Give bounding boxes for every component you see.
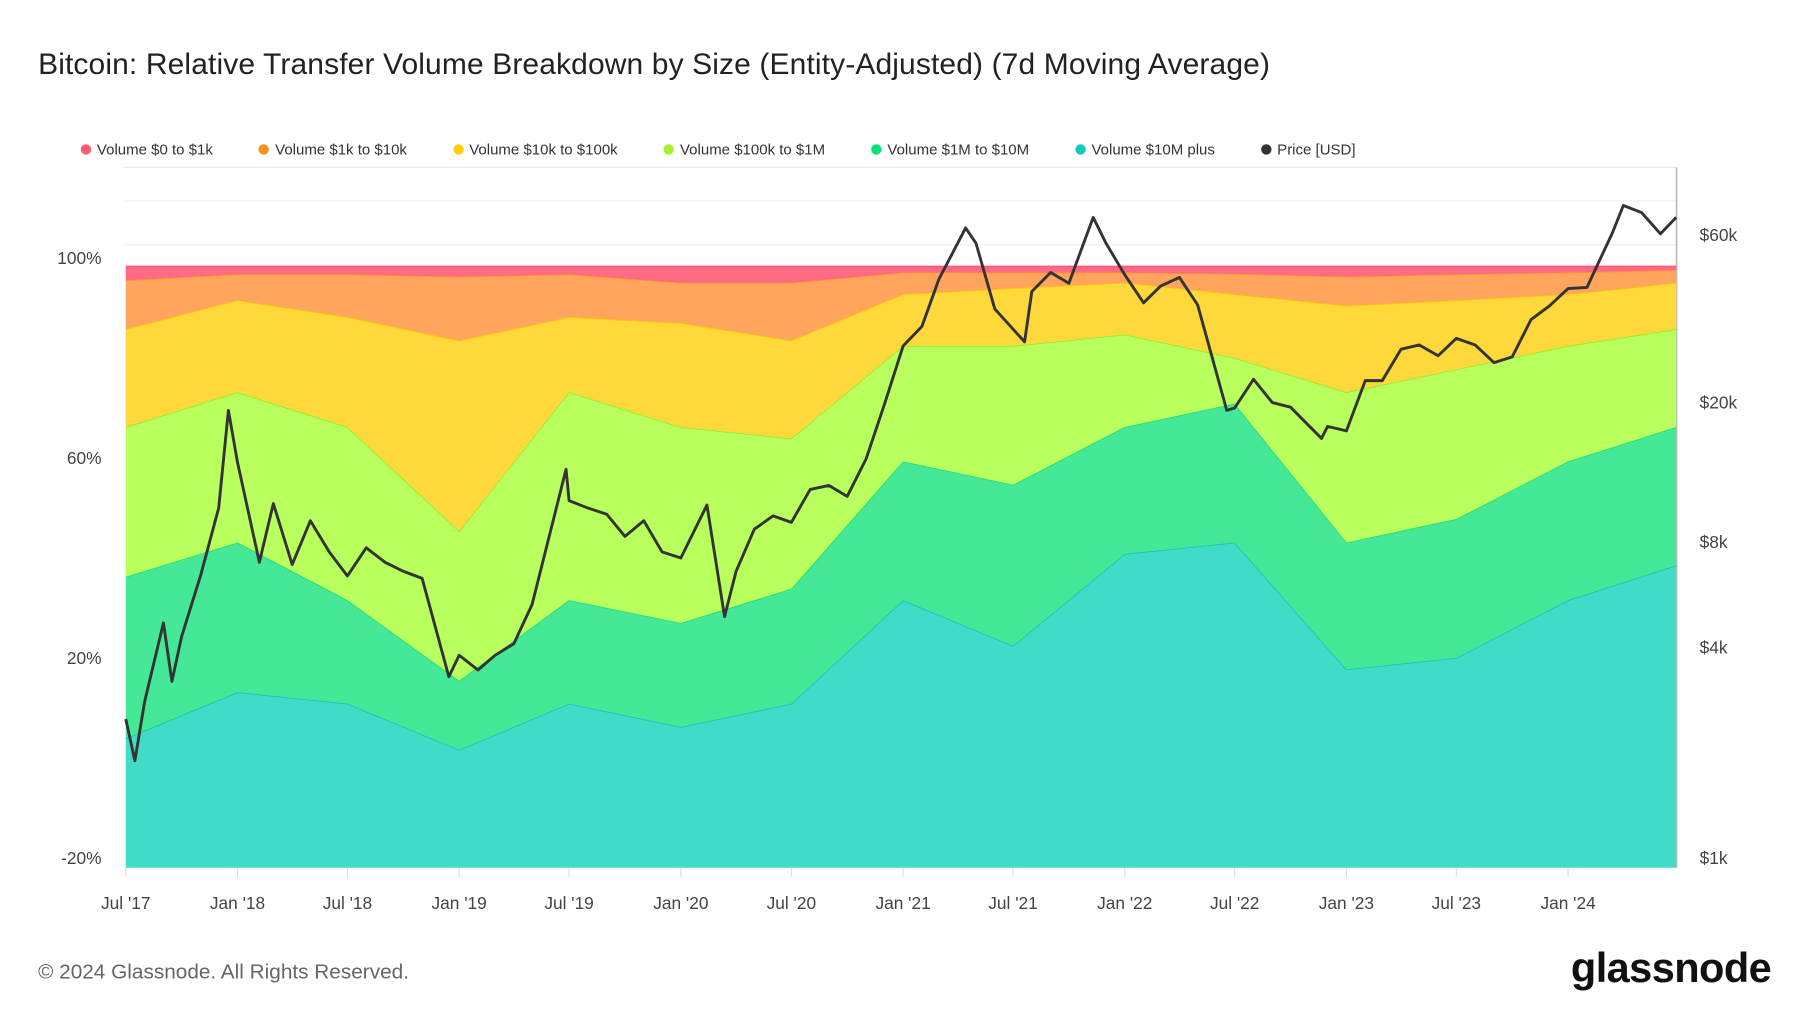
- legend-dot-icon: [80, 144, 92, 155]
- area-volume-0-to-1k: [125, 266, 1677, 283]
- legend-dot-icon: [453, 144, 464, 155]
- y-left-tick-label: -20%: [61, 848, 101, 868]
- x-tick-label: Jul '18: [323, 893, 372, 913]
- area-volume-100k-to-1m: [125, 329, 1677, 681]
- area-volume-10m-plus: [125, 542, 1677, 868]
- legend-item[interactable]: Volume $0 to $1k: [80, 140, 213, 159]
- legend: Volume $0 to $1k Volume $1k to $10k Volume…: [80, 140, 1402, 159]
- y-right-tick-label: $8k: [1700, 532, 1728, 552]
- y-left-tick-label: 60%: [67, 448, 102, 468]
- legend-dot-icon: [1261, 144, 1272, 155]
- legend-item[interactable]: Volume $1k to $10k: [259, 141, 407, 158]
- x-tick-label: Jan '24: [1540, 893, 1596, 913]
- x-tick-label: Jul '23: [1432, 893, 1481, 913]
- legend-dot-icon: [663, 144, 675, 155]
- y-right-tick-label: $1k: [1700, 848, 1728, 868]
- x-tick-label: Jul '20: [767, 893, 816, 913]
- copyright: © 2024 Glassnode. All Rights Reserved.: [38, 960, 409, 984]
- legend-label: Volume $1M to $10M: [887, 140, 1030, 159]
- y-right-tick-label: $4k: [1700, 637, 1728, 657]
- price-line: [124, 204, 1678, 763]
- x-tick-label: Jan '23: [1319, 893, 1374, 913]
- legend-item[interactable]: Volume $100k to $1M: [663, 140, 826, 159]
- y-right-tick-label: $60k: [1700, 225, 1738, 245]
- x-tick-label: Jan '22: [1097, 893, 1152, 913]
- y-left-tick-label: 20%: [67, 648, 102, 668]
- legend-item[interactable]: Volume $1M to $10M: [871, 141, 1029, 158]
- legend-label: Volume $100k to $1M: [679, 140, 826, 159]
- y-left-tick-label: 100%: [57, 248, 101, 268]
- x-tick-label: Jul '17: [101, 893, 150, 913]
- area-volume-1m-to-10m: [125, 403, 1677, 750]
- y-right-tick-label: $20k: [1700, 392, 1738, 412]
- legend-dot-icon: [1075, 144, 1086, 155]
- x-tick-label: Jan '20: [653, 893, 708, 913]
- x-tick-label: Jul '19: [544, 893, 593, 913]
- legend-label: Volume $0 to $1k: [96, 140, 213, 159]
- x-tick-label: Jul '21: [988, 893, 1037, 913]
- area-volume-1k-to-10k: [125, 270, 1677, 341]
- legend-item[interactable]: Volume $10M plus: [1075, 141, 1215, 158]
- x-tick-label: Jan '21: [875, 893, 930, 913]
- legend-label: Price [USD]: [1277, 140, 1356, 159]
- x-tick-label: Jan '19: [432, 893, 487, 913]
- legend-label: Volume $10M plus: [1091, 140, 1215, 159]
- legend-item[interactable]: Volume $10k to $100k: [453, 141, 618, 158]
- legend-label: Volume $10k to $100k: [469, 140, 618, 159]
- area-volume-10k-to-100k: [125, 282, 1677, 532]
- x-tick-label: Jul '22: [1210, 893, 1259, 913]
- legend-label: Volume $1k to $10k: [275, 140, 407, 159]
- legend-dot-icon: [871, 144, 882, 155]
- legend-dot-icon: [259, 144, 270, 155]
- chart-title: Bitcoin: Relative Transfer Volume Breakd…: [38, 46, 1271, 81]
- glassnode-logo: glassnode: [1570, 943, 1772, 992]
- x-tick-label: Jan '18: [210, 893, 265, 913]
- legend-item[interactable]: Price [USD]: [1261, 141, 1356, 158]
